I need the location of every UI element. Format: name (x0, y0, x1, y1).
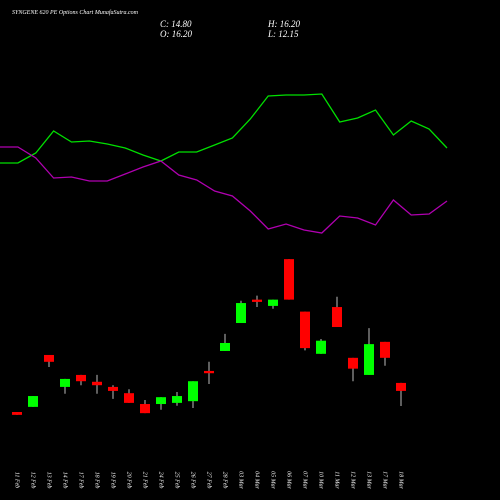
x-tick-label: 14 Feb (62, 472, 69, 489)
candle-body (364, 344, 374, 375)
x-tick-label: 13 Mar (366, 471, 372, 489)
candle-body (124, 393, 134, 403)
candle-body (140, 404, 150, 414)
x-tick-label: 04 Mar (254, 471, 261, 489)
x-tick-label: 21 Feb (142, 472, 148, 489)
x-tick-label: 24 Feb (158, 472, 165, 489)
candle-body (396, 382, 406, 391)
candle-body (108, 386, 118, 391)
x-tick-label: 10 Mar (318, 471, 324, 489)
x-tick-label: 17 Feb (78, 472, 84, 489)
chart-title: SYNGENE 620 PE Options Chart MunafaSutra… (12, 9, 139, 16)
x-tick-label: 11 Mar (334, 471, 340, 489)
candle-body (220, 342, 230, 351)
x-tick-label: 25 Feb (174, 472, 180, 489)
x-tick-label: 19 Feb (110, 472, 116, 489)
candle-body (156, 397, 166, 405)
x-tick-label: 06 Mar (286, 471, 292, 489)
candle-body (60, 378, 70, 387)
x-tick-label: 13 Feb (46, 472, 52, 489)
ohlc-high: H: 16.20 (267, 19, 300, 29)
candle-body (28, 396, 38, 407)
candle-body (348, 357, 358, 369)
x-tick-label: 28 Feb (222, 472, 228, 489)
ohlc-low: L: 12.15 (267, 29, 299, 39)
x-tick-label: 27 Feb (206, 472, 212, 489)
candle-body (252, 299, 262, 302)
x-tick-label: 18 Feb (94, 472, 100, 489)
x-tick-label: 11 Feb (14, 472, 20, 488)
x-tick-label: 07 Mar (302, 471, 308, 489)
candle-body (44, 354, 54, 362)
candle-body (76, 374, 86, 382)
x-tick-label: 18 Mar (398, 471, 404, 489)
candle-body (284, 259, 294, 300)
indicator-line (0, 93, 448, 164)
candle-body (236, 303, 246, 324)
x-tick-label: 12 Feb (30, 472, 36, 489)
candle-body (268, 299, 278, 306)
candle-body (188, 381, 198, 402)
x-tick-label: 12 Mar (350, 471, 356, 489)
candle-body (92, 381, 102, 386)
ohlc-close: C: 14.80 (160, 19, 192, 29)
indicator-line (0, 146, 448, 234)
ohlc-open: O: 16.20 (160, 29, 192, 39)
x-tick-label: 20 Feb (126, 472, 132, 489)
candle-body (332, 307, 342, 328)
candle-body (316, 340, 326, 354)
candle-body (12, 412, 22, 415)
candle-body (300, 311, 310, 349)
candle-body (204, 370, 214, 374)
x-tick-label: 05 Mar (270, 471, 276, 489)
x-tick-label: 17 Mar (382, 471, 388, 489)
candle-body (172, 396, 182, 403)
candle-body (380, 341, 390, 358)
x-tick-label: 03 Mar (238, 471, 244, 489)
x-tick-label: 26 Feb (190, 472, 196, 489)
